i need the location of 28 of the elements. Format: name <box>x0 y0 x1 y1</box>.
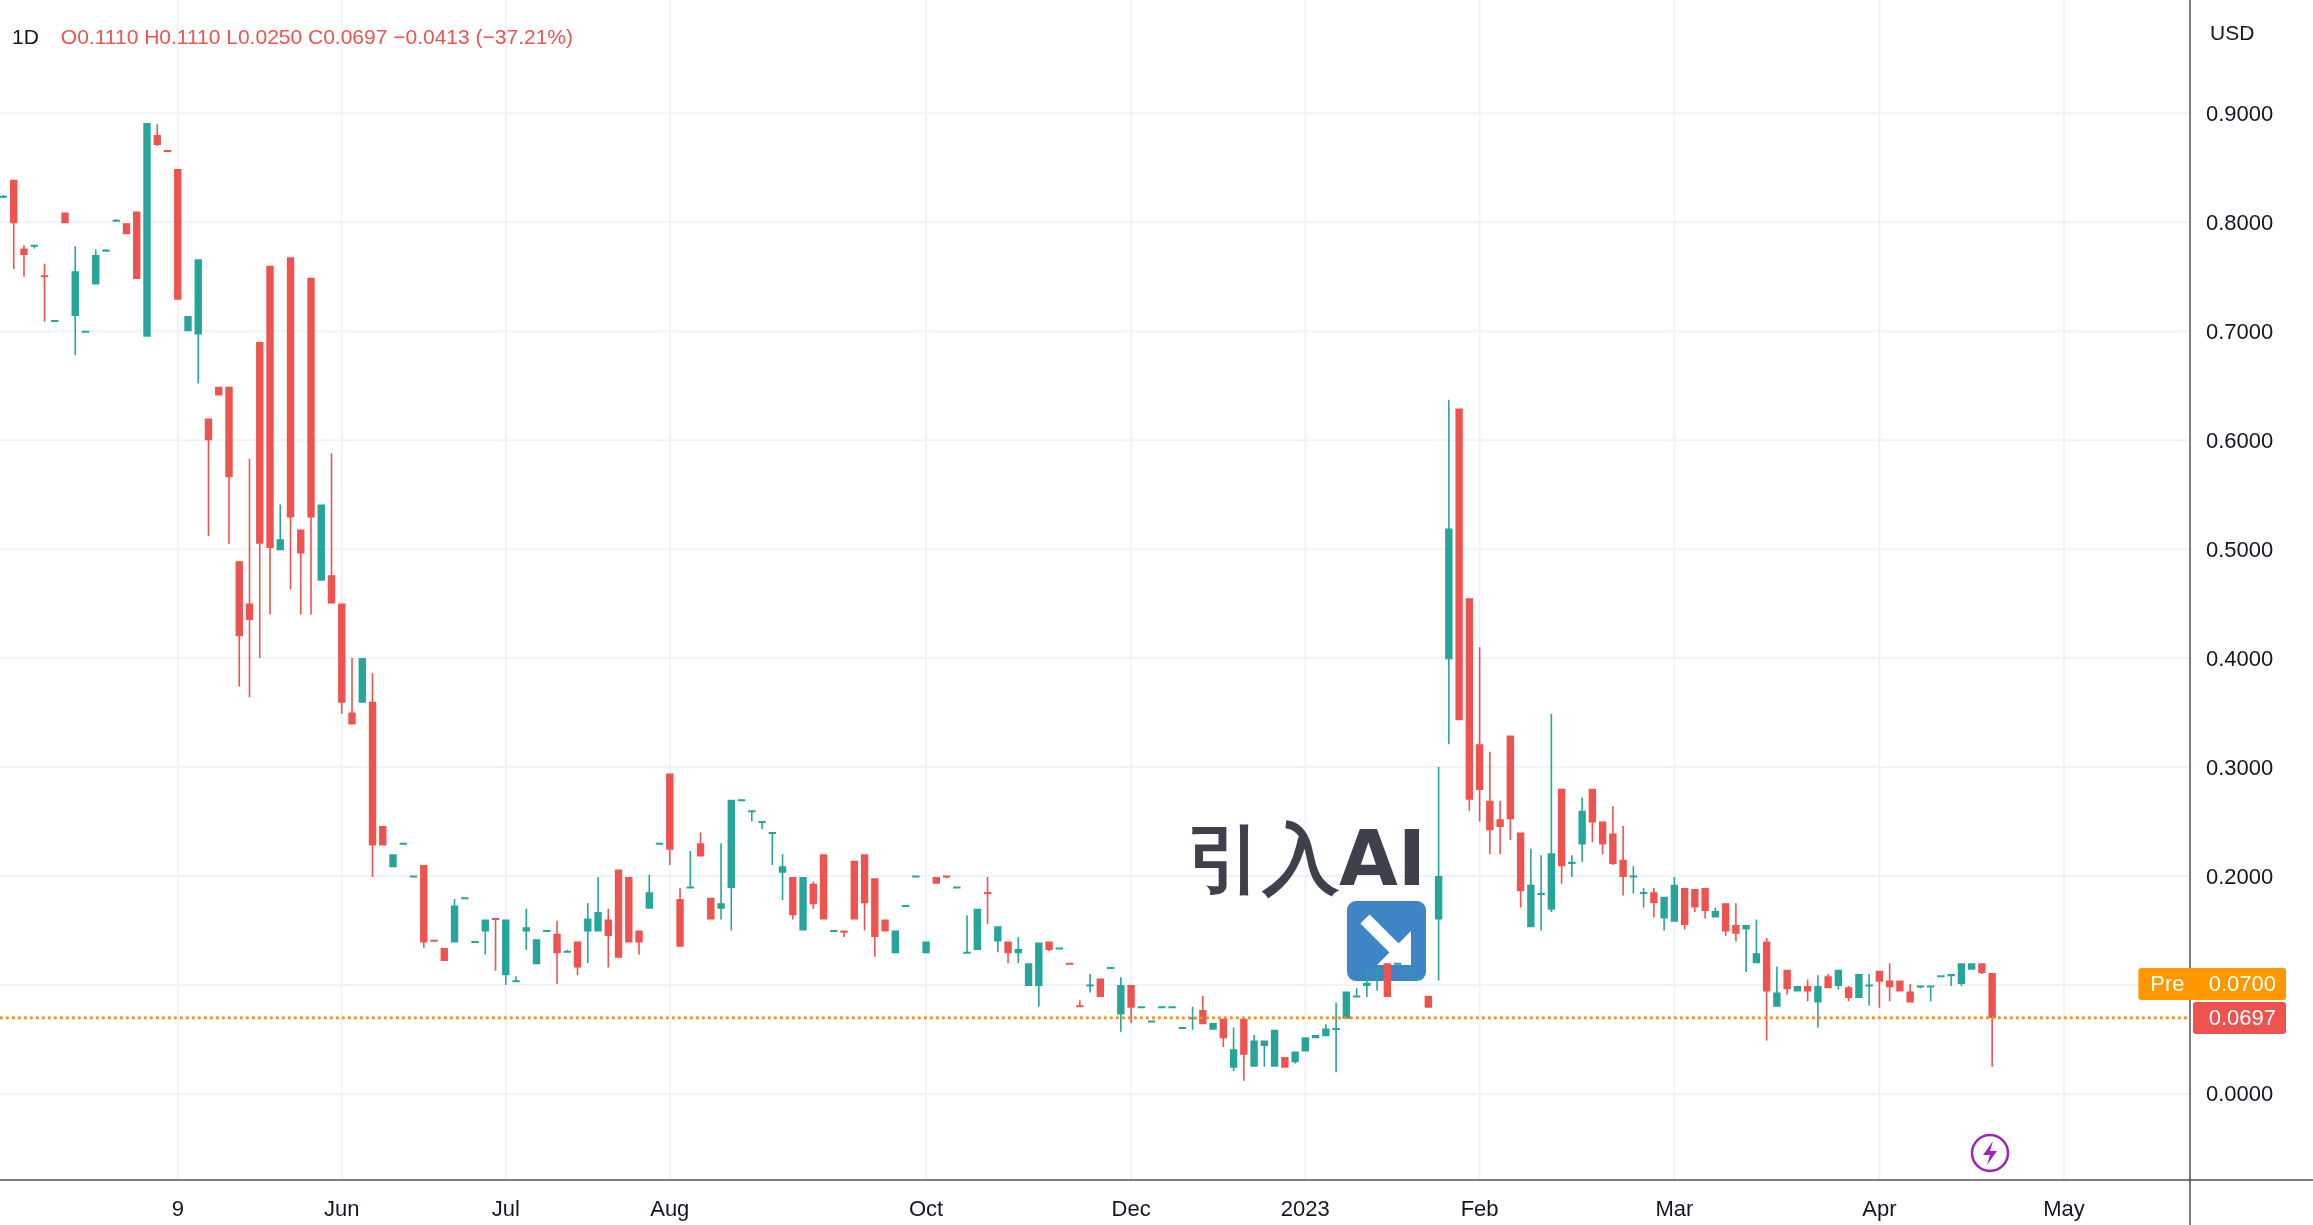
y-axis-title: USD <box>2210 20 2255 44</box>
x-tick-label: Apr <box>1862 1195 1897 1221</box>
y-tick-label: 0.7000 <box>2206 318 2274 344</box>
y-tick-label: 0.4000 <box>2206 645 2274 671</box>
ref-line-label: Pre 0.0700 <box>2150 971 2276 997</box>
x-tick-label: Mar <box>1655 1195 1694 1221</box>
y-tick-label: 0.9000 <box>2206 100 2274 126</box>
x-tick-label: Jun <box>324 1195 360 1221</box>
y-tick-label: 0.3000 <box>2206 754 2274 780</box>
y-tick-label: 0.2000 <box>2206 863 2274 889</box>
text: O0.1110 H0.1110 L0.0250 C0.0697 −0.0413 (−37.21%) <box>60 24 574 48</box>
y-tick-label: 0.0000 <box>2206 1081 2274 1107</box>
x-tick-label: Aug <box>650 1195 690 1221</box>
x-tick-label: Dec <box>1111 1195 1151 1221</box>
annotation: 引入AI <box>1187 814 1427 903</box>
text: 1D <box>12 24 39 48</box>
x-tick-label: Jul <box>491 1195 520 1221</box>
x-tick-label: Feb <box>1460 1195 1499 1221</box>
x-tick-label: 2023 <box>1280 1195 1330 1221</box>
x-tick-label: Oct <box>908 1195 944 1221</box>
y-tick-label: 0.8000 <box>2206 209 2274 235</box>
y-tick-label: 0.5000 <box>2206 536 2274 562</box>
x-tick-label: May <box>2043 1195 2085 1221</box>
price-tag: Pre 0.0700 <box>2138 968 2286 1000</box>
ref-line-label: 0.0697 <box>2208 1005 2276 1031</box>
x-tick-label: 9 <box>171 1195 184 1221</box>
price-tag: 0.0697 <box>2193 1002 2286 1034</box>
y-tick-label: 0.6000 <box>2206 427 2274 453</box>
